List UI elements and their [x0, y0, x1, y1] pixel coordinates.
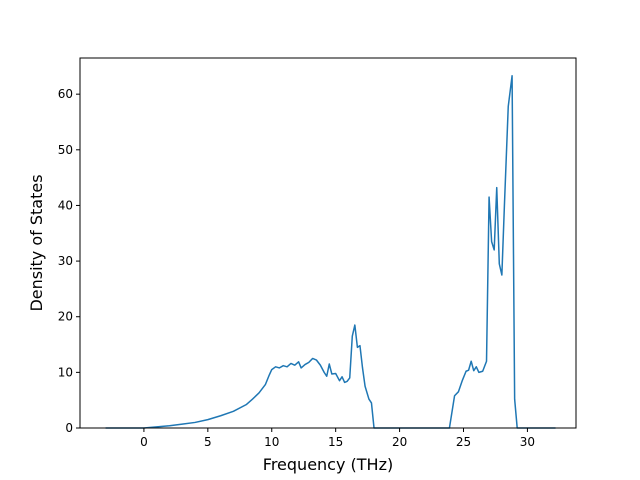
x-tick-label: 15 [328, 435, 343, 449]
axes-frame [79, 57, 577, 429]
y-tick-label: 30 [58, 254, 73, 268]
y-tick-label: 10 [58, 365, 73, 379]
y-tick-label: 20 [58, 310, 73, 324]
x-tick-label: 20 [392, 435, 407, 449]
y-tick-label: 40 [58, 198, 73, 212]
x-tick-label: 25 [456, 435, 471, 449]
plot-area [105, 75, 556, 429]
y-axis-label: Density of States [27, 174, 46, 311]
y-tick-label: 50 [58, 143, 73, 157]
x-axis-ticks: 0 5 10 15 20 25 30 [140, 428, 535, 449]
x-tick-label: 30 [520, 435, 535, 449]
x-tick-label: 10 [264, 435, 279, 449]
dos-series-line [105, 75, 556, 429]
x-tick-label: 5 [204, 435, 212, 449]
y-tick-label: 60 [58, 87, 73, 101]
x-tick-label: 0 [140, 435, 148, 449]
y-axis-ticks: 0 10 20 30 40 50 60 [58, 87, 80, 435]
x-axis-label: Frequency (THz) [263, 455, 393, 474]
y-tick-label: 0 [65, 421, 73, 435]
